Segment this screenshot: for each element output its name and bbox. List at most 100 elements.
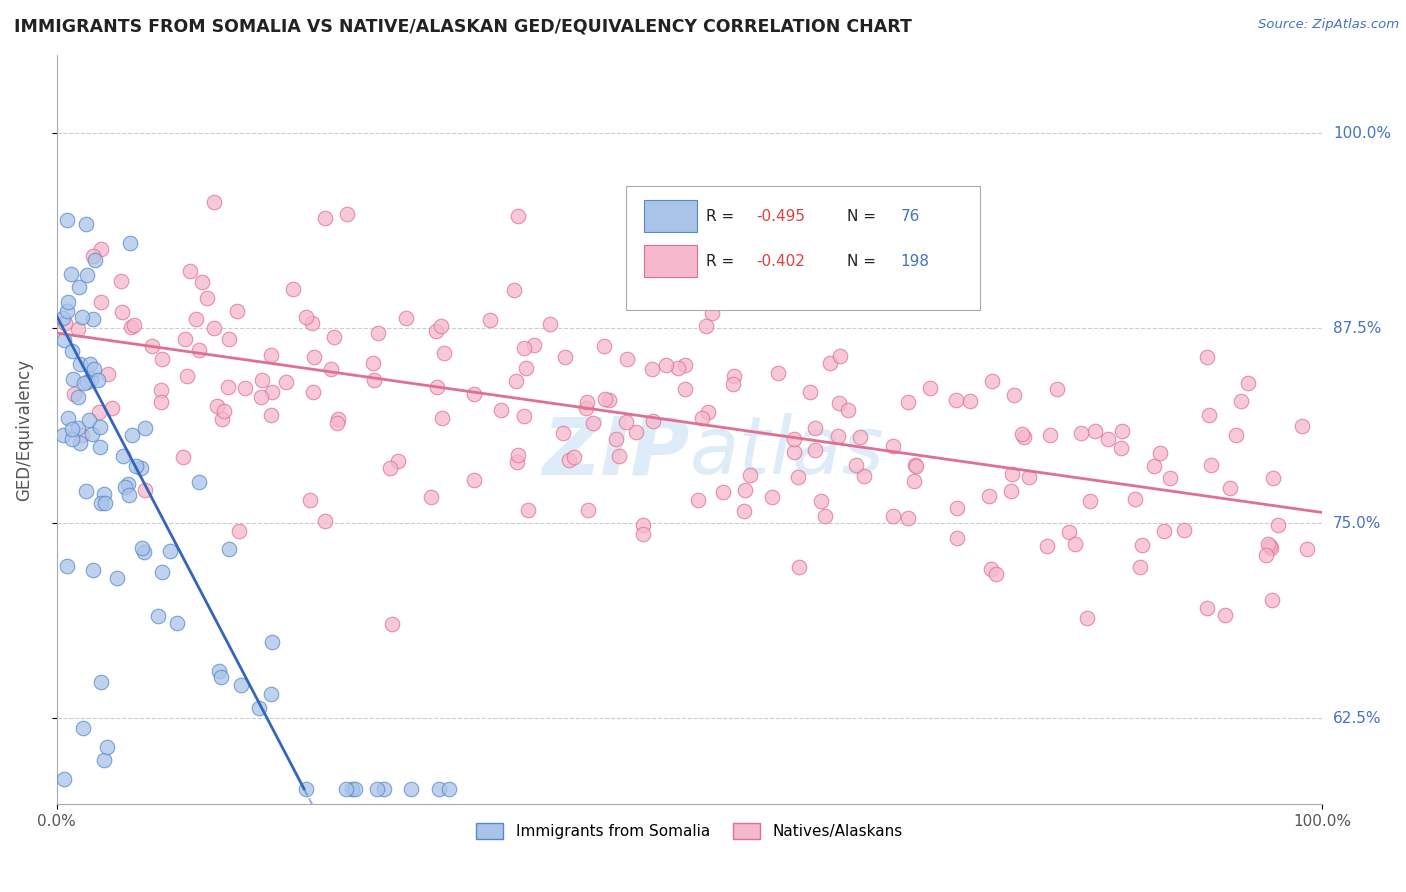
Point (184, 312, 207, 326)
Point (211, 412, 233, 426)
Point (97, 367, 120, 381)
Point (789, 560, 811, 574)
Point (218, 332, 240, 346)
Point (506, 455, 529, 469)
Point (696, 405, 718, 419)
Point (60, 267, 83, 281)
Point (399, 781, 422, 796)
Point (60, 422, 83, 436)
Point (605, 432, 627, 446)
Point (82, 249, 104, 263)
Point (818, 356, 841, 370)
Point (1291, 418, 1313, 433)
Point (1256, 549, 1278, 563)
Text: R =: R = (706, 253, 738, 268)
Point (52, 772, 75, 786)
Point (90, 496, 112, 510)
Point (1046, 382, 1069, 396)
Point (614, 415, 637, 429)
Point (1237, 376, 1260, 390)
Point (166, 616, 188, 631)
Point (433, 345, 456, 359)
Point (83, 253, 105, 268)
Point (1229, 393, 1251, 408)
Point (508, 210, 530, 224)
Point (1001, 467, 1024, 482)
Point (425, 324, 447, 338)
Point (1012, 430, 1035, 444)
Point (631, 517, 654, 532)
Point (945, 393, 967, 408)
Point (76, 268, 98, 283)
Point (1057, 524, 1080, 539)
Point (740, 468, 762, 483)
Point (89, 405, 111, 419)
Text: -0.402: -0.402 (756, 253, 806, 268)
FancyBboxPatch shape (626, 186, 980, 310)
Point (172, 450, 194, 464)
Point (314, 514, 336, 528)
Point (733, 504, 755, 518)
Point (783, 432, 806, 446)
Point (564, 450, 586, 464)
Point (513, 341, 536, 355)
Point (616, 351, 638, 366)
Point (803, 443, 825, 458)
Point (640, 362, 662, 376)
Point (75, 217, 97, 231)
Point (918, 381, 941, 395)
Point (959, 393, 981, 408)
Point (513, 409, 536, 424)
Point (60, 343, 83, 358)
Point (946, 531, 969, 545)
Point (361, 356, 384, 370)
Point (827, 429, 849, 443)
Point (101, 401, 124, 415)
Point (326, 411, 349, 425)
Point (1267, 518, 1289, 533)
Point (262, 635, 284, 649)
Point (1198, 408, 1220, 422)
Point (52, 310, 75, 325)
Point (321, 361, 343, 376)
Point (77, 412, 100, 426)
Point (80, 426, 103, 441)
Point (82, 312, 104, 326)
Point (260, 687, 283, 701)
Point (217, 380, 239, 394)
Point (69, 436, 91, 450)
Point (427, 781, 450, 796)
Point (1199, 458, 1222, 472)
Text: 87.5%: 87.5% (1333, 321, 1381, 335)
Point (1260, 541, 1282, 555)
Point (1225, 428, 1247, 442)
Point (79, 357, 101, 371)
Point (191, 275, 214, 289)
Point (1076, 611, 1098, 625)
FancyBboxPatch shape (644, 245, 697, 277)
Point (82, 563, 104, 577)
Text: IMMIGRANTS FROM SOMALIA VS NATIVE/ALASKAN GED/EQUIVALENCY CORRELATION CHART: IMMIGRANTS FROM SOMALIA VS NATIVE/ALASKA… (14, 18, 912, 36)
Point (366, 781, 388, 796)
Point (262, 385, 284, 400)
Text: -0.495: -0.495 (756, 209, 806, 224)
Point (212, 404, 235, 418)
Text: 198: 198 (901, 253, 929, 268)
Point (69, 357, 91, 371)
Point (1109, 441, 1132, 455)
Point (146, 608, 169, 623)
Point (83, 362, 105, 376)
Point (1064, 536, 1087, 550)
Y-axis label: GED/Equivalency: GED/Equivalency (15, 359, 32, 500)
Point (506, 449, 529, 463)
Point (93, 496, 115, 510)
Point (1213, 607, 1236, 622)
Point (53, 316, 76, 330)
Point (120, 236, 142, 251)
Point (336, 207, 359, 221)
Point (70, 310, 93, 324)
Point (523, 337, 546, 351)
Point (76, 375, 98, 389)
Point (852, 469, 875, 483)
Point (1011, 427, 1033, 442)
